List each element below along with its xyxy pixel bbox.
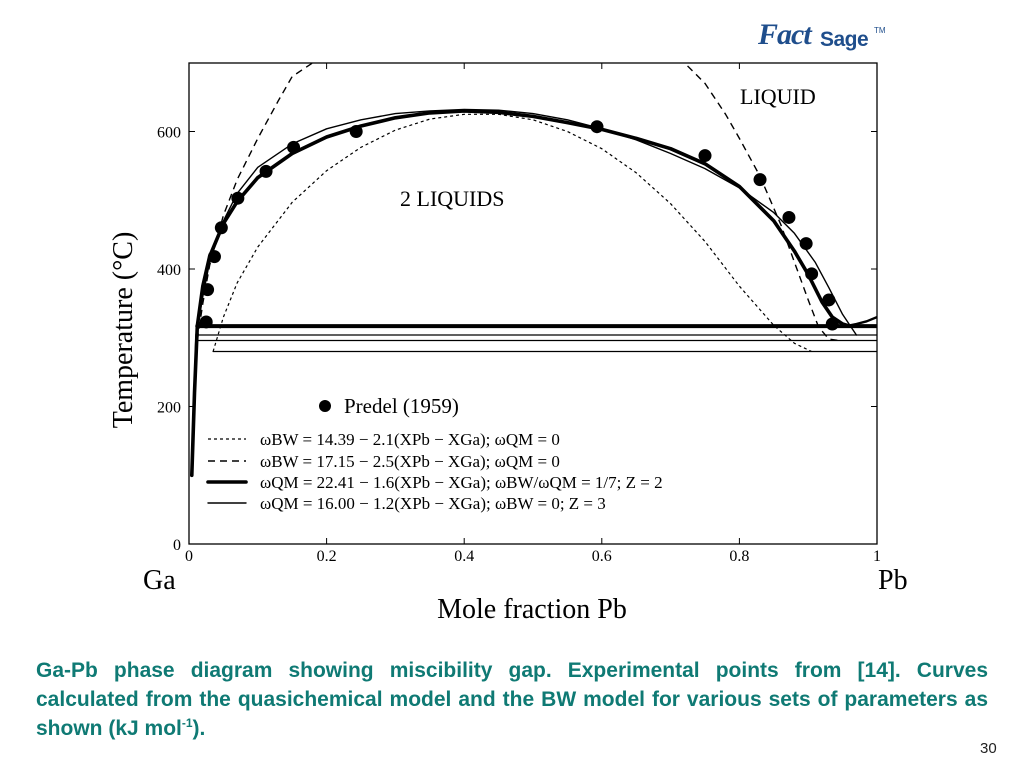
experimental-point (698, 149, 712, 163)
x-tick-label: 0.2 (317, 548, 337, 565)
x-tick-label: 0 (185, 548, 193, 565)
factsage-logo: Fact Sage TM (758, 14, 888, 60)
legend-label-bw-1715: ωBW = 17.15 − 2.5(XPb − XGa); ωQM = 0 (260, 452, 560, 471)
axis-ticks: 0 0.2 0.4 0.6 0.8 1 0 200 400 600 (157, 63, 881, 565)
figure-caption: Ga-Pb phase diagram showing miscibility … (36, 656, 988, 743)
legend-label-bw-1439: ωBW = 14.39 − 2.1(XPb − XGa); ωQM = 0 (260, 430, 560, 449)
caption-superscript: -1 (181, 716, 193, 730)
x-tick-label: 1 (873, 548, 881, 565)
experimental-point (805, 267, 819, 281)
experimental-point (825, 317, 839, 331)
legend-marker-predel (319, 400, 331, 412)
y-tick-label: 400 (157, 262, 181, 279)
series-bw-1439-curve (212, 113, 812, 353)
experimental-point (822, 293, 836, 307)
caption-end: ). (192, 717, 206, 740)
legend-label-qm-z3: ωQM = 16.00 − 1.2(XPb − XGa); ωBW = 0; Z… (260, 494, 606, 513)
experimental-point (199, 315, 213, 329)
x-end-label-ga: Ga (143, 565, 176, 596)
experimental-point (753, 173, 767, 187)
x-tick-label: 0.4 (454, 548, 474, 565)
experimental-point (799, 237, 813, 251)
logo-fact-text: Fact (758, 18, 812, 51)
y-tick-label: 0 (173, 537, 181, 554)
series-qm-z3-curve (191, 108, 858, 476)
experimental-points (199, 120, 839, 331)
y-tick-label: 200 (157, 400, 181, 417)
logo-sage-text: Sage (820, 28, 869, 51)
experimental-point (207, 250, 221, 264)
x-tick-label: 0.8 (729, 548, 749, 565)
y-axis-title: Temperature (°C) (108, 232, 139, 429)
experimental-point (349, 125, 363, 138)
pb-liquidus-curve (838, 315, 877, 328)
series-bw-1715-curve (196, 63, 840, 342)
experimental-point (287, 140, 301, 154)
experimental-point (259, 164, 273, 178)
legend-lines (206, 438, 248, 504)
region-label-two-liquids: 2 LIQUIDS (400, 186, 505, 211)
legend-label-predel: Predel (1959) (344, 394, 459, 418)
x-axis-title: Mole fraction Pb (437, 594, 627, 625)
experimental-point (590, 120, 604, 134)
experimental-point (782, 210, 796, 224)
series-layer (190, 63, 877, 478)
plot-frame (188, 62, 878, 545)
slide-number: 30 (980, 740, 997, 757)
logo-tm-text: TM (874, 26, 886, 35)
y-tick-label: 600 (157, 125, 181, 142)
phase-diagram-chart: 0 0.2 0.4 0.6 0.8 1 0 200 400 600 LIQUID 2 LIQUID… (108, 62, 908, 625)
region-label-liquid: LIQUID (740, 84, 816, 109)
legend-label-qm-z2: ωQM = 22.41 − 1.6(XPb − XGa); ωBW/ωQM = … (260, 473, 663, 492)
experimental-point (214, 221, 228, 235)
caption-main: Ga-Pb phase diagram showing miscibility … (36, 659, 988, 740)
x-end-label-pb: Pb (878, 565, 908, 596)
experimental-point (201, 283, 215, 297)
experimental-point (231, 191, 245, 205)
x-tick-label: 0.6 (592, 548, 612, 565)
series-qm-z2-curve (190, 109, 852, 478)
